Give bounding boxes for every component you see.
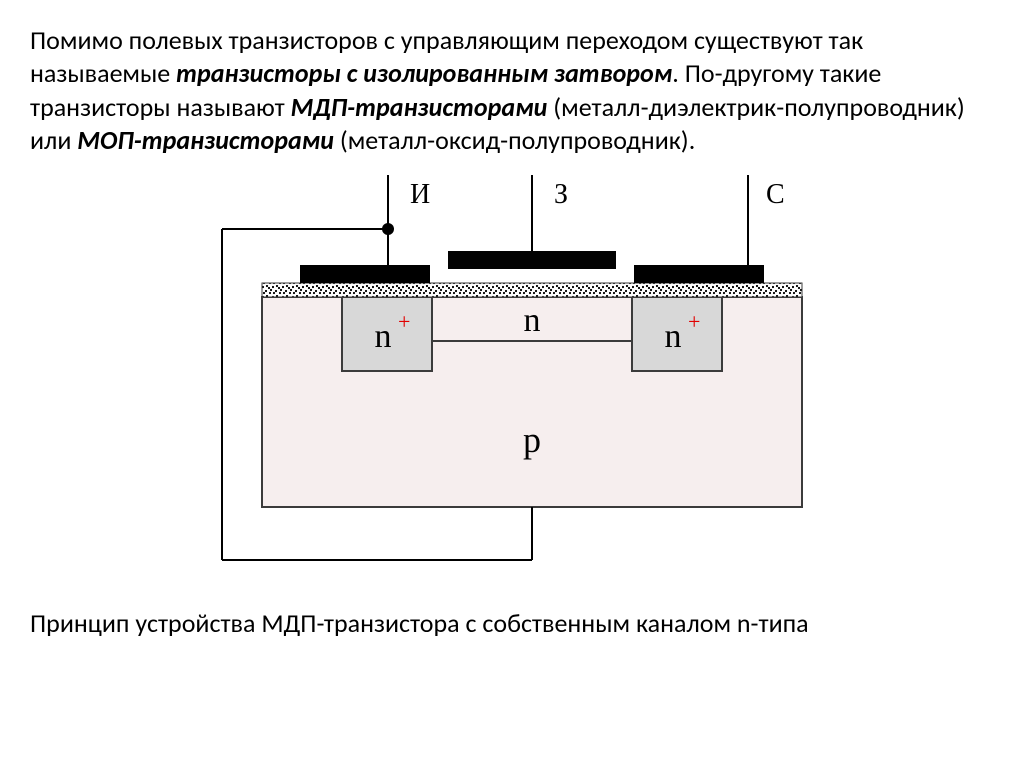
- svg-text:n: n: [375, 318, 392, 355]
- svg-text:З: З: [554, 179, 568, 210]
- t-p1g: (металл-оксид-полупроводник).: [334, 124, 695, 156]
- mosfet-diagram: ИЗСnn+n+p: [192, 165, 832, 595]
- intro-paragraph: Помимо полевых транзисторов с управляющи…: [30, 24, 994, 157]
- svg-text:+: +: [398, 309, 410, 334]
- t-p1d: МДП-транзисторами: [291, 91, 548, 123]
- t-p1f: МОП-транзисторами: [77, 124, 334, 156]
- svg-text:+: +: [688, 309, 700, 334]
- svg-text:n: n: [524, 302, 541, 339]
- svg-text:С: С: [766, 179, 785, 210]
- svg-text:И: И: [410, 179, 430, 210]
- svg-text:n: n: [665, 318, 682, 355]
- diagram-caption: Принцип устройства МДП-транзистора с соб…: [30, 607, 994, 640]
- svg-text:p: p: [523, 420, 541, 460]
- t-p1b: транзисторы с изолированным затвором: [176, 57, 672, 89]
